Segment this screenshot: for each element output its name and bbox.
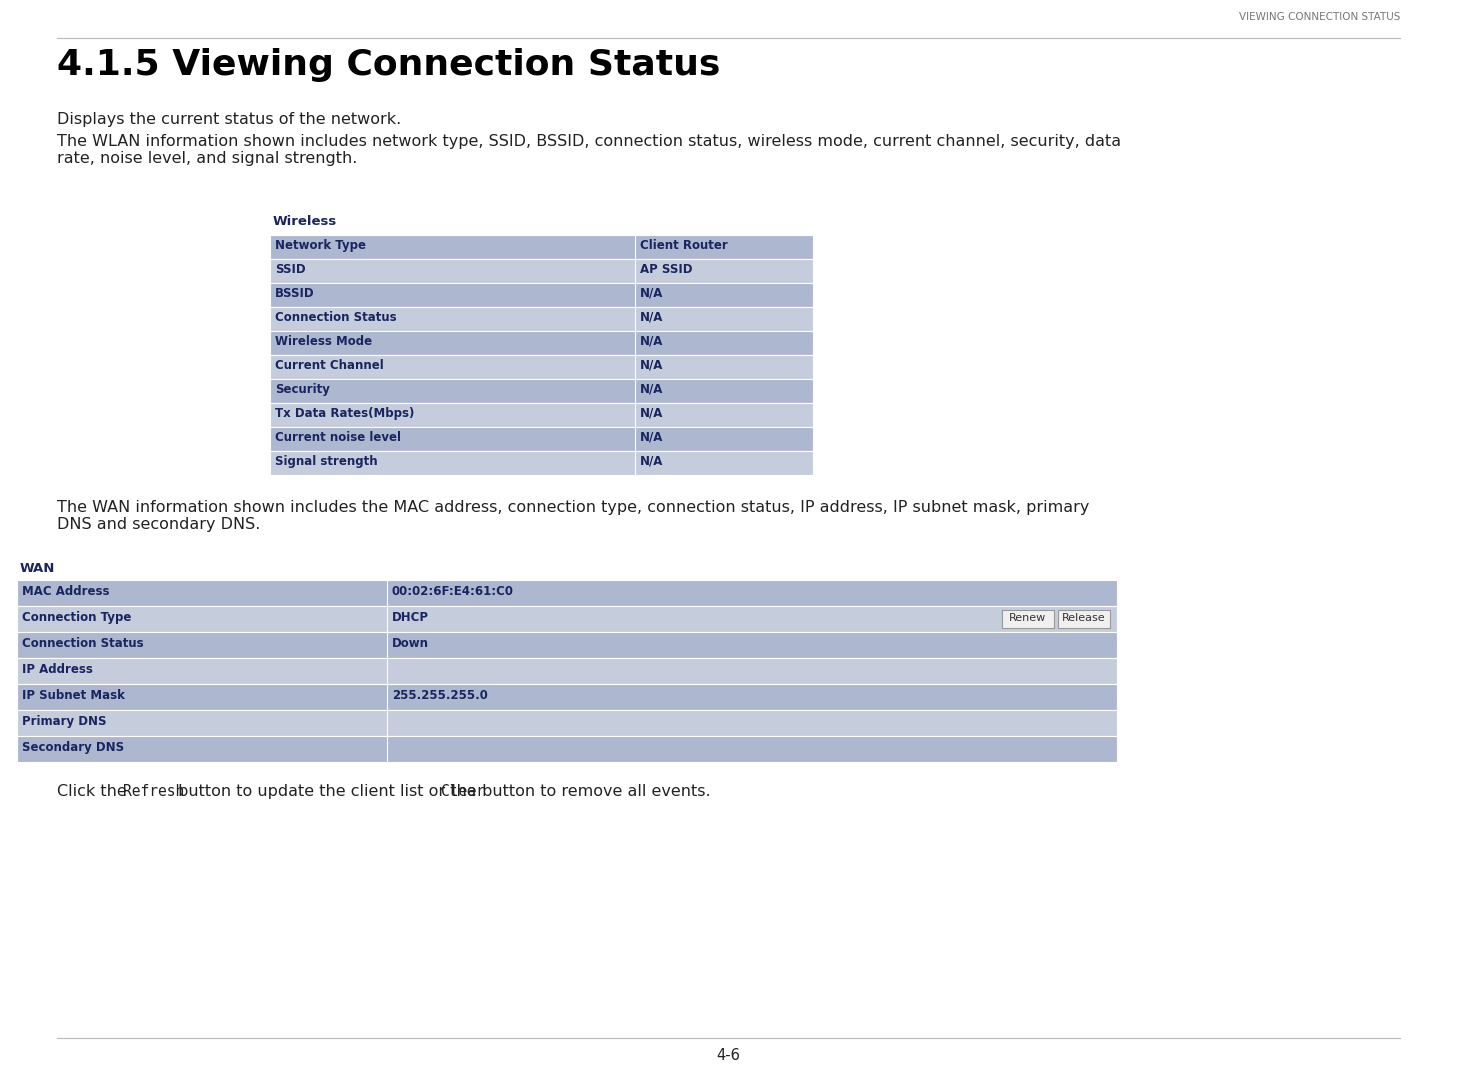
Text: Tx Data Rates(Mbps): Tx Data Rates(Mbps): [275, 407, 414, 420]
Text: Renew: Renew: [1010, 613, 1046, 623]
Text: Clear: Clear: [441, 784, 485, 799]
Text: AP SSID: AP SSID: [640, 263, 692, 276]
Text: Click the: Click the: [57, 784, 133, 799]
Text: 255.255.255.0: 255.255.255.0: [392, 690, 488, 702]
Bar: [17, 606, 1118, 632]
Bar: [270, 403, 813, 427]
Text: Signal strength: Signal strength: [275, 455, 377, 468]
Bar: [270, 259, 813, 283]
Text: DHCP: DHCP: [392, 611, 428, 624]
Bar: [17, 580, 1118, 606]
Bar: [270, 451, 813, 475]
Text: SSID: SSID: [275, 263, 306, 276]
Text: Client Router: Client Router: [640, 239, 727, 252]
Text: Current noise level: Current noise level: [275, 431, 401, 444]
Text: Secondary DNS: Secondary DNS: [22, 741, 124, 754]
Text: Connection Status: Connection Status: [22, 637, 144, 650]
Bar: [270, 379, 813, 403]
Text: BSSID: BSSID: [275, 287, 315, 300]
Text: button to update the client list or the: button to update the client list or the: [173, 784, 482, 799]
Bar: [270, 427, 813, 451]
Bar: [270, 331, 813, 355]
Text: N/A: N/A: [640, 311, 663, 324]
Text: Displays the current status of the network.: Displays the current status of the netwo…: [57, 112, 401, 127]
Text: 00:02:6F:E4:61:C0: 00:02:6F:E4:61:C0: [392, 585, 514, 598]
Text: Connection Status: Connection Status: [275, 311, 396, 324]
Bar: [1058, 610, 1110, 628]
Text: 4-6: 4-6: [715, 1048, 740, 1063]
Text: WAN: WAN: [20, 562, 55, 575]
Text: N/A: N/A: [640, 335, 663, 348]
Text: Refresh: Refresh: [122, 784, 184, 799]
Text: Down: Down: [392, 637, 428, 650]
Text: Release: Release: [1062, 613, 1106, 623]
Text: Connection Type: Connection Type: [22, 611, 131, 624]
Bar: [270, 355, 813, 379]
Text: N/A: N/A: [640, 455, 663, 468]
Bar: [17, 658, 1118, 684]
Text: N/A: N/A: [640, 359, 663, 372]
Bar: [270, 235, 813, 259]
Bar: [17, 632, 1118, 658]
Bar: [270, 283, 813, 307]
Text: button to remove all events.: button to remove all events.: [478, 784, 711, 799]
Text: Wireless Mode: Wireless Mode: [275, 335, 372, 348]
Text: Security: Security: [275, 383, 329, 396]
Text: Wireless: Wireless: [272, 215, 337, 228]
Text: IP Address: IP Address: [22, 663, 93, 676]
Text: Current Channel: Current Channel: [275, 359, 383, 372]
Text: N/A: N/A: [640, 287, 663, 300]
Text: VIEWING CONNECTION STATUS: VIEWING CONNECTION STATUS: [1238, 12, 1400, 22]
Bar: [270, 307, 813, 331]
Text: MAC Address: MAC Address: [22, 585, 109, 598]
Text: N/A: N/A: [640, 431, 663, 444]
Text: IP Subnet Mask: IP Subnet Mask: [22, 690, 125, 702]
Text: The WLAN information shown includes network type, SSID, BSSID, connection status: The WLAN information shown includes netw…: [57, 134, 1120, 167]
Bar: [17, 710, 1118, 736]
Text: N/A: N/A: [640, 383, 663, 396]
Text: Network Type: Network Type: [275, 239, 366, 252]
Text: The WAN information shown includes the MAC address, connection type, connection : The WAN information shown includes the M…: [57, 500, 1090, 532]
Bar: [17, 684, 1118, 710]
Text: Primary DNS: Primary DNS: [22, 715, 106, 728]
Text: N/A: N/A: [640, 407, 663, 420]
Text: 4.1.5 Viewing Connection Status: 4.1.5 Viewing Connection Status: [57, 48, 720, 82]
Bar: [17, 736, 1118, 762]
Bar: [1002, 610, 1053, 628]
